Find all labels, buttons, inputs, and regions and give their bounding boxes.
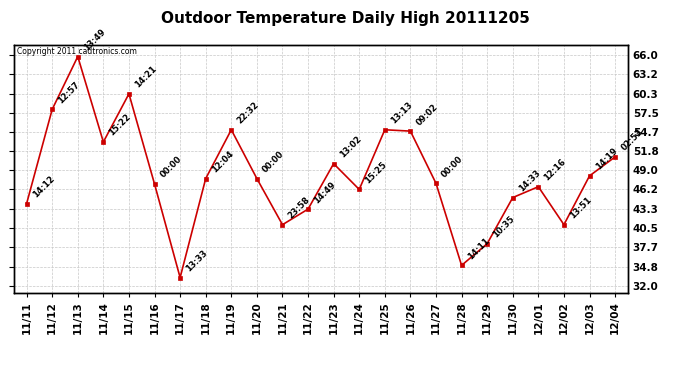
Text: 12:57: 12:57 — [57, 80, 81, 105]
Text: Copyright 2011 cadtronics.com: Copyright 2011 cadtronics.com — [17, 48, 137, 57]
Text: 15:22: 15:22 — [108, 112, 133, 138]
Text: 14:21: 14:21 — [133, 64, 159, 90]
Text: 13:33: 13:33 — [184, 248, 209, 273]
Text: 00:00: 00:00 — [440, 154, 465, 179]
Text: 23:58: 23:58 — [286, 195, 312, 220]
Text: 10:35: 10:35 — [491, 214, 517, 240]
Text: 13:13: 13:13 — [389, 100, 414, 126]
Text: 14:19: 14:19 — [593, 146, 619, 172]
Text: 13:51: 13:51 — [568, 195, 593, 220]
Text: 14:12: 14:12 — [31, 174, 56, 200]
Text: 14:11: 14:11 — [466, 236, 491, 261]
Text: 22:32: 22:32 — [235, 100, 261, 126]
Text: 13:49: 13:49 — [82, 27, 107, 52]
Text: 02:53: 02:53 — [619, 128, 644, 153]
Text: 00:00: 00:00 — [261, 149, 286, 174]
Text: 09:02: 09:02 — [415, 102, 440, 127]
Text: Outdoor Temperature Daily High 20111205: Outdoor Temperature Daily High 20111205 — [161, 11, 529, 26]
Text: 14:33: 14:33 — [517, 168, 542, 194]
Text: 12:04: 12:04 — [210, 149, 235, 174]
Text: 14:49: 14:49 — [312, 180, 337, 205]
Text: 12:16: 12:16 — [542, 157, 568, 183]
Text: 00:00: 00:00 — [159, 155, 184, 180]
Text: 15:25: 15:25 — [364, 160, 388, 185]
Text: 13:02: 13:02 — [338, 134, 363, 159]
